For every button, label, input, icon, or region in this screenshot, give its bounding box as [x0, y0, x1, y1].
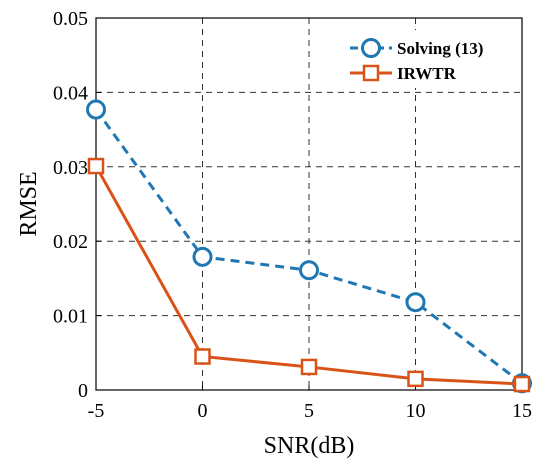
y-tick-label: 0.03 — [53, 157, 88, 179]
y-tick-label: 0.05 — [53, 8, 88, 30]
x-axis-title: SNR(dB) — [264, 433, 355, 459]
y-axis-title: RMSE — [16, 171, 42, 236]
data-point-square — [407, 370, 424, 388]
data-point-circle — [405, 292, 426, 313]
legend-marker-circle — [361, 38, 381, 58]
x-tick-label: 0 — [198, 400, 208, 422]
y-axis-ticks: 0 0.01 0.02 0.03 0.04 0.05 — [53, 8, 101, 402]
legend: Solving (13) IRWTR — [344, 30, 514, 88]
y-tick-label: 0.04 — [53, 82, 88, 104]
x-tick-label: -5 — [88, 400, 105, 422]
data-point-square — [194, 348, 211, 365]
y-tick-label: 0.01 — [53, 306, 88, 328]
data-point-circle — [86, 99, 106, 120]
x-tick-label: 15 — [512, 400, 532, 422]
data-point-square — [513, 375, 531, 393]
x-tick-label: 10 — [406, 400, 426, 422]
legend-item: Solving (13) — [350, 38, 483, 58]
data-point-circle — [192, 246, 213, 267]
y-tick-label: 0 — [78, 380, 88, 402]
legend-item: IRWTR — [350, 64, 457, 83]
legend-label: Solving (13) — [397, 39, 483, 58]
y-tick-label: 0.02 — [53, 231, 88, 253]
data-point-square — [87, 157, 105, 175]
data-point-circle — [299, 260, 319, 281]
grid-lines — [96, 18, 522, 390]
x-tick-label: 5 — [304, 400, 314, 422]
series-group — [86, 99, 532, 394]
legend-label: IRWTR — [397, 64, 457, 83]
data-point-square — [300, 358, 318, 376]
legend-marker-square — [362, 64, 380, 82]
series-2 — [87, 157, 531, 393]
series-1 — [86, 99, 532, 394]
